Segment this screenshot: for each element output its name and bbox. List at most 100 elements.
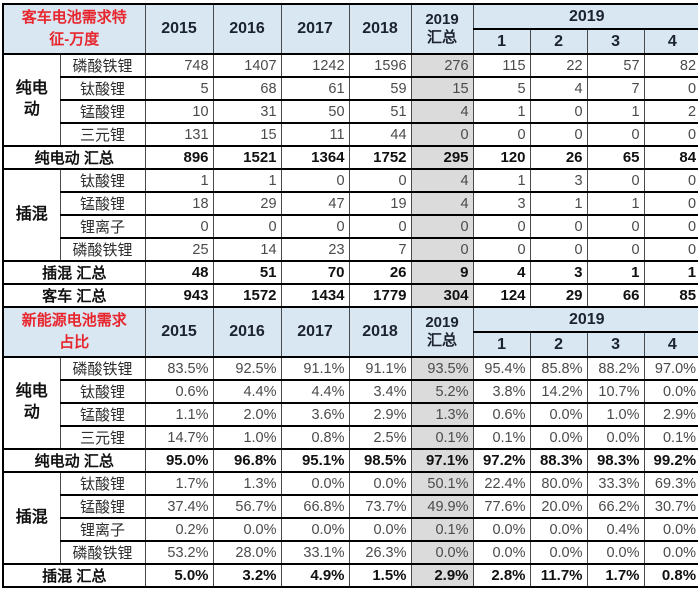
value-cell: 0: [472, 214, 531, 239]
value-cell: 57: [586, 53, 645, 78]
value-cell: 0.0%: [643, 540, 698, 565]
quarter-header: 3: [586, 28, 645, 55]
data-row: 锂离子 0.2% 0.0% 0.0% 0.0% 0.1% 0.0% 0.0% 0.4% 0.0%: [3, 517, 698, 542]
value-cell: 30.7%: [643, 494, 698, 519]
type-label: 三元锂: [59, 425, 146, 450]
value-cell: 70: [280, 260, 350, 285]
value-cell: 3.4%: [348, 379, 412, 404]
total-2019-header: 2019 汇总: [410, 306, 474, 358]
year-header: 2017: [280, 3, 350, 55]
group-label: 纯电 动: [2, 53, 61, 147]
value-cell: 85: [643, 283, 698, 308]
value-cell: 2: [643, 99, 698, 124]
value-cell: 1434: [280, 283, 350, 308]
value-cell: 0: [280, 168, 350, 193]
type-label: 锂离子: [59, 517, 146, 542]
value-cell: 0.1%: [643, 425, 698, 450]
quarter-header: 2: [529, 28, 588, 55]
data-row: 插混 钛酸锂 1.7% 1.3% 0.0% 0.0% 50.1% 22.4% 80.0% 33.3…: [2, 471, 698, 565]
value-cell: 7: [586, 76, 645, 101]
value-cell: 304: [410, 283, 474, 308]
value-cell: 1.3%: [410, 402, 474, 427]
value-cell: 15: [410, 76, 474, 101]
type-label: 磷酸铁锂: [59, 540, 146, 565]
value-cell: 4.9%: [280, 563, 350, 588]
value-cell: 0.6%: [144, 379, 214, 404]
value-cell: 10.7%: [586, 379, 645, 404]
value-cell: 295: [410, 145, 474, 170]
value-cell: 18: [144, 191, 214, 216]
value-cell: 95.4%: [472, 356, 531, 381]
value-cell: 0: [348, 214, 412, 239]
value-cell: 1: [586, 99, 645, 124]
value-cell: 0: [410, 214, 474, 239]
data-row: 三元锂 131 15 11 44 0 0 0 0 0: [3, 122, 698, 147]
value-cell: 2.8%: [472, 563, 531, 588]
value-cell: 1: [472, 168, 531, 193]
value-cell: 68: [212, 76, 282, 101]
value-cell: 84: [643, 145, 698, 170]
quarter-header: 4: [643, 28, 698, 55]
year-header: 2015: [144, 306, 214, 358]
value-cell: 51: [212, 260, 282, 285]
value-cell: 95.0%: [144, 448, 214, 473]
value-cell: 23: [280, 237, 350, 262]
value-cell: 0.0%: [280, 517, 350, 542]
value-cell: 56.7%: [212, 494, 282, 519]
value-cell: 99.2%: [643, 448, 698, 473]
value-cell: 131: [144, 122, 214, 147]
value-cell: 0.0%: [529, 402, 588, 427]
value-cell: 66.2%: [586, 494, 645, 519]
value-cell: 50.1%: [410, 471, 474, 496]
value-cell: 1752: [348, 145, 412, 170]
summary-row: 纯电动 汇总 95.0% 96.8% 95.1% 98.5% 97.1% 97.2% 88.3…: [2, 448, 698, 473]
value-cell: 1: [144, 168, 214, 193]
value-cell: 4.4%: [280, 379, 350, 404]
value-cell: 10: [144, 99, 214, 124]
year-header: 2018: [348, 306, 412, 358]
type-label: 锰酸锂: [59, 99, 146, 124]
value-cell: 4: [410, 99, 474, 124]
value-cell: 0: [472, 122, 531, 147]
value-cell: 14.7%: [144, 425, 214, 450]
value-cell: 0.8%: [280, 425, 350, 450]
value-cell: 61: [280, 76, 350, 101]
value-cell: 66: [586, 283, 645, 308]
value-cell: 0.6%: [472, 402, 531, 427]
summary-row: 插混 汇总 48 51 70 26 9 4 3 1 1: [2, 260, 698, 285]
value-cell: 1: [586, 260, 645, 285]
value-cell: 115: [472, 53, 531, 78]
value-cell: 5.2%: [410, 379, 474, 404]
value-cell: 1.7%: [586, 563, 645, 588]
value-cell: 1: [212, 168, 282, 193]
value-cell: 91.1%: [348, 356, 412, 381]
quarter-header: 1: [472, 28, 531, 55]
value-cell: 0: [529, 122, 588, 147]
value-cell: 0.0%: [529, 517, 588, 542]
value-cell: 1364: [280, 145, 350, 170]
value-cell: 0.0%: [529, 425, 588, 450]
quarter-header: 2: [529, 331, 588, 358]
value-cell: 98.5%: [348, 448, 412, 473]
value-cell: 15: [212, 122, 282, 147]
value-cell: 49.9%: [410, 494, 474, 519]
data-row: 锂离子 0 0 0 0 0 0 0 0 0: [3, 214, 698, 239]
value-cell: 44: [348, 122, 412, 147]
value-cell: 22.4%: [472, 471, 531, 496]
value-cell: 5: [144, 76, 214, 101]
value-cell: 0: [348, 168, 412, 193]
value-cell: 1: [472, 99, 531, 124]
data-row: 磷酸铁锂 53.2% 28.0% 33.1% 26.3% 0.0% 0.0% 0.0% 0.0%…: [3, 540, 698, 565]
value-cell: 1: [529, 191, 588, 216]
value-cell: 2.9%: [643, 402, 698, 427]
value-cell: 276: [410, 53, 474, 78]
value-cell: 80.0%: [529, 471, 588, 496]
value-cell: 77.6%: [472, 494, 531, 519]
value-cell: 96.8%: [212, 448, 282, 473]
value-cell: 0.0%: [643, 517, 698, 542]
value-cell: 88.2%: [586, 356, 645, 381]
value-cell: 98.3%: [586, 448, 645, 473]
